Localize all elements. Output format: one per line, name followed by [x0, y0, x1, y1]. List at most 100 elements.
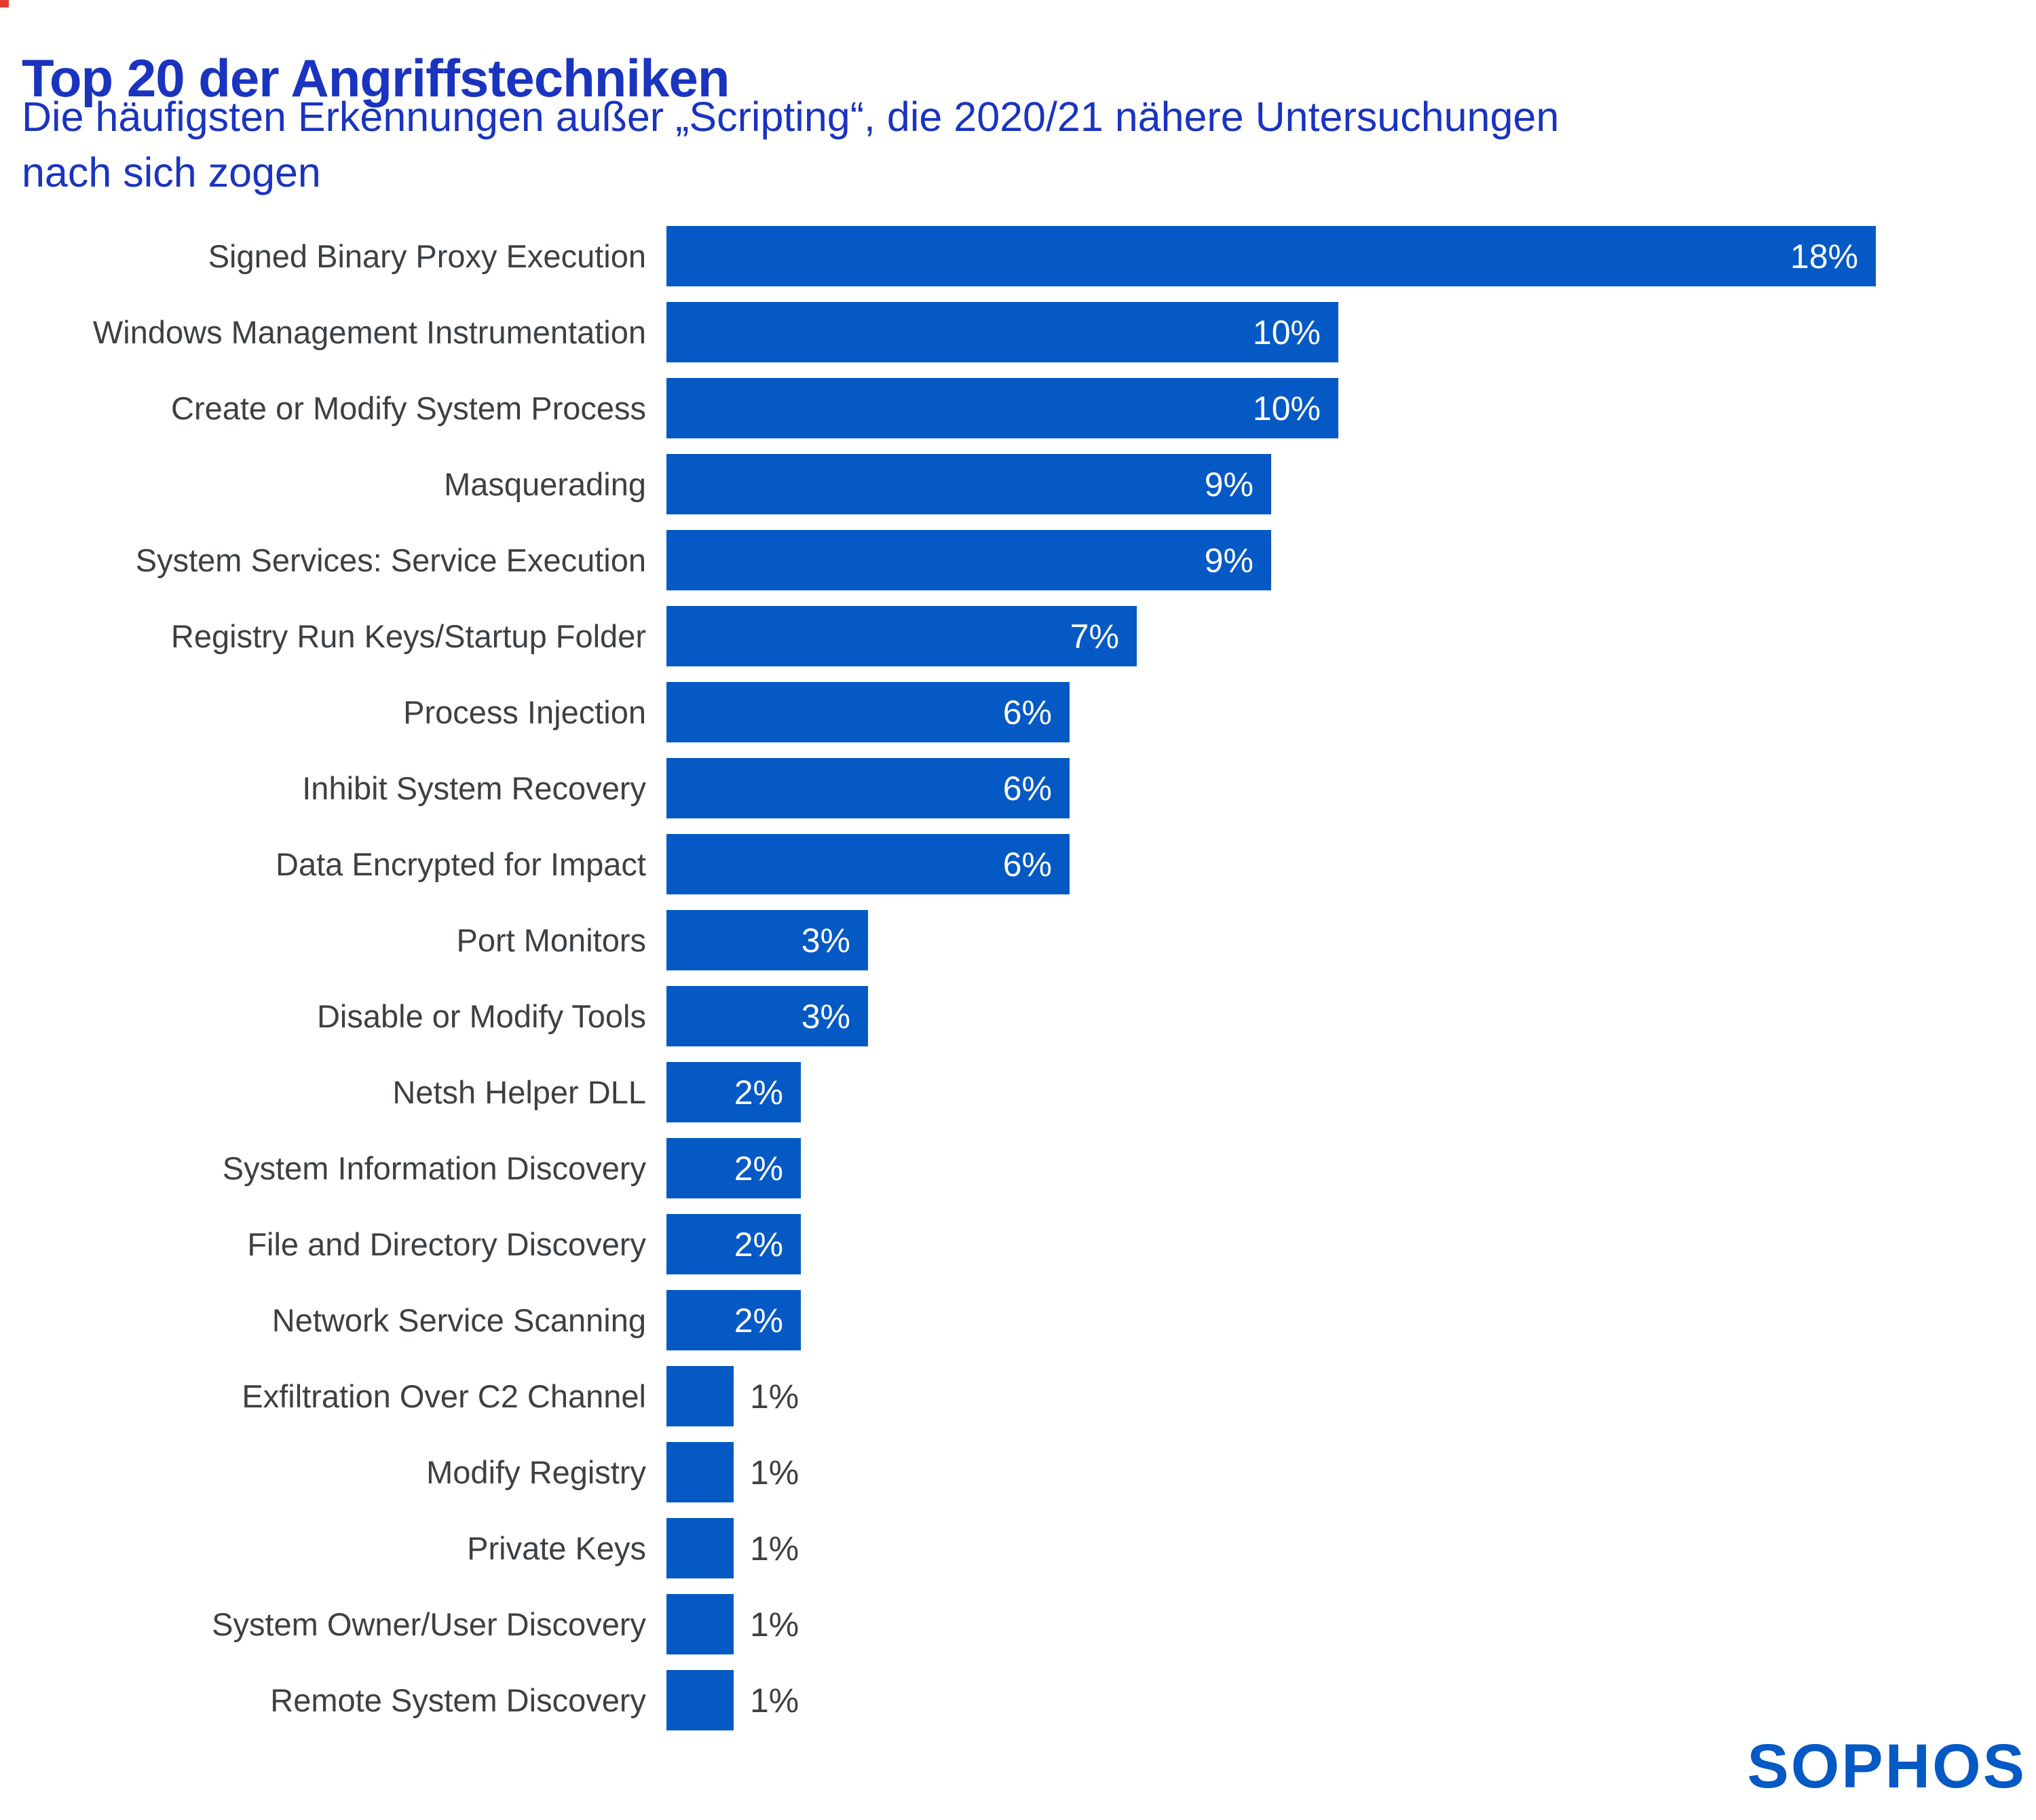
category-label: Disable or Modify Tools: [316, 998, 646, 1034]
bar-value: 1%: [750, 1453, 799, 1492]
bar: 2%: [666, 1214, 801, 1274]
bar-track: 2%: [666, 1214, 2036, 1274]
chart-row: Port Monitors 3%: [0, 910, 2036, 970]
chart-row: Remote System Discovery 1%: [0, 1670, 2036, 1730]
bar-track: 2%: [666, 1290, 2036, 1350]
bar-track: 10%: [666, 302, 2036, 362]
chart-subtitle-line2: nach sich zogen: [22, 149, 321, 195]
bar: 6%: [666, 758, 1070, 818]
bar-track: 1%: [666, 1670, 2036, 1730]
bar-track: 3%: [666, 986, 2036, 1046]
category-label: Signed Binary Proxy Execution: [208, 238, 646, 274]
bar-value: 1%: [750, 1605, 799, 1644]
category-label: Private Keys: [467, 1530, 646, 1566]
bar-value: 9%: [1204, 541, 1253, 580]
bar-track: 10%: [666, 378, 2036, 438]
bar-track: 1%: [666, 1442, 2036, 1502]
bar-track: 7%: [666, 606, 2036, 666]
bar: [666, 1518, 734, 1578]
bar-value: 10%: [1252, 389, 1321, 428]
bar: 6%: [666, 834, 1070, 894]
chart-row: System Owner/User Discovery 1%: [0, 1594, 2036, 1654]
bar-value: 9%: [1204, 465, 1253, 504]
category-label: Masquerading: [444, 466, 646, 502]
category-label: Process Injection: [403, 694, 646, 730]
bar-track: 6%: [666, 834, 2036, 894]
bar-value: 3%: [801, 921, 850, 960]
bar: 9%: [666, 530, 1271, 590]
bar: [666, 1442, 734, 1502]
bar: 9%: [666, 454, 1271, 514]
chart-row: System Information Discovery 2%: [0, 1138, 2036, 1198]
bar-value: 10%: [1252, 313, 1321, 352]
chart-row: System Services: Service Execution 9%: [0, 530, 2036, 590]
category-label: System Services: Service Execution: [135, 542, 646, 578]
category-label: System Information Discovery: [222, 1150, 646, 1186]
category-label: File and Directory Discovery: [247, 1226, 646, 1262]
bar-track: 6%: [666, 758, 2036, 818]
bar: [666, 1594, 734, 1654]
bar-value: 1%: [750, 1681, 799, 1720]
bar-track: 9%: [666, 530, 2036, 590]
chart-row: File and Directory Discovery 2%: [0, 1214, 2036, 1274]
bar: 10%: [666, 378, 1338, 438]
bar-track: 2%: [666, 1062, 2036, 1122]
chart-row: Masquerading 9%: [0, 454, 2036, 514]
chart-row: Signed Binary Proxy Execution 18%: [0, 226, 2036, 286]
bar-value: 6%: [1002, 693, 1052, 732]
bar-track: 18%: [666, 226, 2036, 286]
bar: [666, 1366, 734, 1426]
bar-value: 2%: [734, 1225, 783, 1264]
category-label: System Owner/User Discovery: [212, 1606, 646, 1642]
bar: 3%: [666, 986, 868, 1046]
page-title: Top 20 der Angriffstechniken: [22, 48, 730, 109]
bar-track: 2%: [666, 1138, 2036, 1198]
chart-subtitle: Die häufigsten Erkennungen außer „Script…: [22, 90, 1559, 200]
chart-row: Create or Modify System Process 10%: [0, 378, 2036, 438]
bar: 2%: [666, 1138, 801, 1198]
bar-value: 2%: [734, 1073, 783, 1112]
bar-track: 1%: [666, 1366, 2036, 1426]
bar-value: 6%: [1002, 769, 1052, 808]
chart-row: Disable or Modify Tools 3%: [0, 986, 2036, 1046]
chart-row: Modify Registry 1%: [0, 1442, 2036, 1502]
category-label: Network Service Scanning: [271, 1302, 646, 1338]
corner-artifact: [0, 0, 9, 7]
bar: [666, 1670, 734, 1730]
category-label: Inhibit System Recovery: [302, 770, 646, 806]
bar-value: 6%: [1002, 845, 1052, 884]
chart-row: Private Keys 1%: [0, 1518, 2036, 1578]
bar: 3%: [666, 910, 868, 970]
category-label: Modify Registry: [426, 1454, 646, 1490]
chart-row: Network Service Scanning 2%: [0, 1290, 2036, 1350]
bar: 7%: [666, 606, 1137, 666]
bar: 6%: [666, 682, 1070, 742]
chart-row: Process Injection 6%: [0, 682, 2036, 742]
bar-value: 2%: [734, 1149, 783, 1188]
bar-value: 1%: [750, 1529, 799, 1568]
bar: 2%: [666, 1290, 801, 1350]
chart-row: Inhibit System Recovery 6%: [0, 758, 2036, 818]
bar-track: 1%: [666, 1518, 2036, 1578]
bar-chart: Signed Binary Proxy Execution 18% Windows …: [0, 226, 2036, 1746]
bar-value: 1%: [750, 1377, 799, 1416]
chart-row: Windows Management Instrumentation 10%: [0, 302, 2036, 362]
sophos-logo: SOPHOS: [1747, 1732, 2026, 1801]
bar: 18%: [666, 226, 1876, 286]
bar-value: 2%: [734, 1301, 783, 1340]
category-label: Exfiltration Over C2 Channel: [242, 1378, 646, 1414]
bar-track: 9%: [666, 454, 2036, 514]
category-label: Windows Management Instrumentation: [92, 314, 646, 350]
category-label: Registry Run Keys/Startup Folder: [170, 618, 646, 654]
bar-track: 6%: [666, 682, 2036, 742]
chart-subtitle-line1: Die häufigsten Erkennungen außer „Script…: [22, 94, 1560, 140]
bar-track: 1%: [666, 1594, 2036, 1654]
bar-track: 3%: [666, 910, 2036, 970]
chart-row: Exfiltration Over C2 Channel 1%: [0, 1366, 2036, 1426]
chart-row: Registry Run Keys/Startup Folder 7%: [0, 606, 2036, 666]
bar: 2%: [666, 1062, 801, 1122]
category-label: Remote System Discovery: [270, 1682, 646, 1718]
category-label: Port Monitors: [456, 922, 646, 958]
bar-value: 18%: [1790, 237, 1858, 276]
chart-row: Data Encrypted for Impact 6%: [0, 834, 2036, 894]
